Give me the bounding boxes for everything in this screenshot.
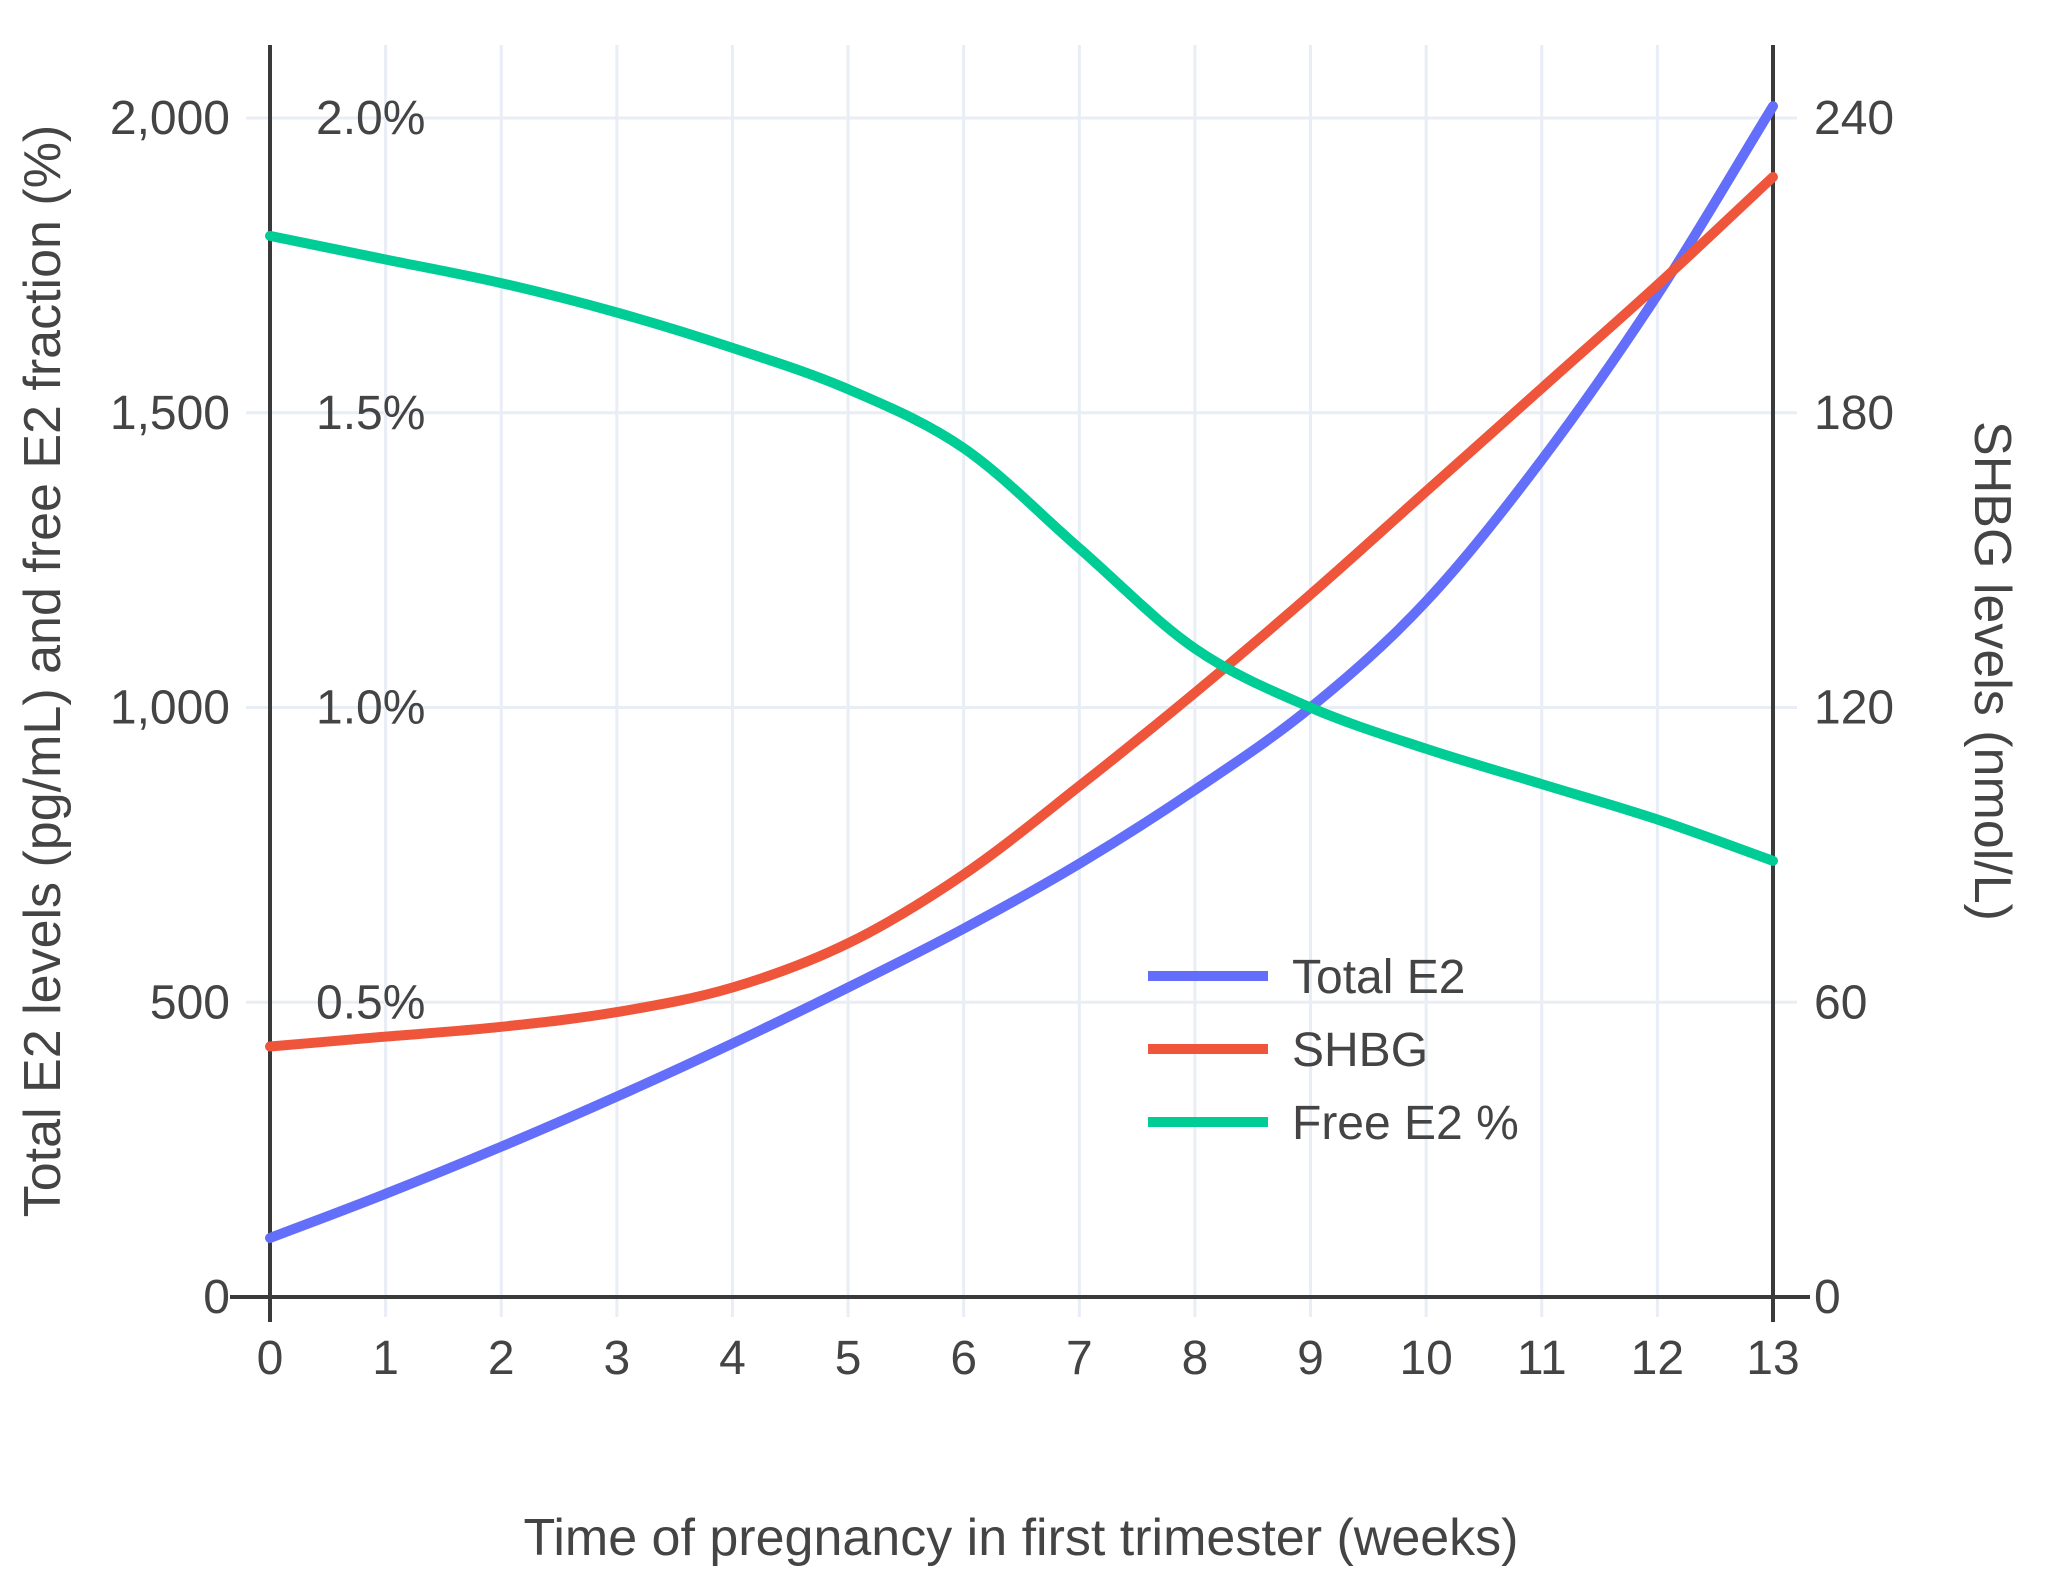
tick-label-right-60: 60 bbox=[1814, 976, 1867, 1029]
tick-label-right-0: 0 bbox=[1814, 1271, 1841, 1324]
x-tick-label-8: 8 bbox=[1182, 1332, 1209, 1385]
tick-label-left-0: 0 bbox=[203, 1271, 230, 1324]
x-tick-label-6: 6 bbox=[950, 1332, 977, 1385]
percent-label-0-5: 0.5% bbox=[316, 976, 425, 1029]
series-line-free-e2 bbox=[265, 230, 1778, 866]
percent-label-1-5: 1.5% bbox=[316, 387, 425, 440]
x-tick-label-7: 7 bbox=[1066, 1332, 1093, 1385]
legend-item-free-e2[interactable]: Free E2 % bbox=[1148, 1097, 1519, 1150]
percent-label-1-0: 1.0% bbox=[316, 682, 425, 735]
x-tick-label-2: 2 bbox=[488, 1332, 515, 1385]
gridlines bbox=[246, 45, 1797, 1317]
legend-item-total-e2[interactable]: Total E2 bbox=[1148, 951, 1465, 1004]
series-curves bbox=[265, 101, 1778, 1243]
y-axis-title-right: SHBG levels (nmol/L) bbox=[1963, 421, 2021, 921]
x-tick-label-10: 10 bbox=[1399, 1332, 1452, 1385]
tick-label-left-1-500: 1,500 bbox=[110, 387, 230, 440]
x-tick-label-3: 3 bbox=[603, 1332, 630, 1385]
series-line-total-e2 bbox=[265, 101, 1778, 1243]
x-tick-label-1: 1 bbox=[372, 1332, 399, 1385]
x-tick-label-13: 13 bbox=[1746, 1332, 1799, 1385]
x-tick-label-4: 4 bbox=[719, 1332, 746, 1385]
x-tick-label-9: 9 bbox=[1297, 1332, 1324, 1385]
legend: Total E2 SHBG Free E2 % bbox=[1148, 951, 1519, 1150]
legend-label-shbg: SHBG bbox=[1292, 1024, 1428, 1077]
tick-label-right-180: 180 bbox=[1814, 387, 1894, 440]
axis-spines bbox=[230, 45, 1810, 1322]
x-axis-title: Time of pregnancy in first trimester (we… bbox=[523, 1509, 1518, 1567]
x-tick-label-0: 0 bbox=[257, 1332, 284, 1385]
x-tick-label-5: 5 bbox=[835, 1332, 862, 1385]
legend-label-free-e2: Free E2 % bbox=[1292, 1097, 1519, 1150]
tick-label-right-120: 120 bbox=[1814, 682, 1894, 735]
x-tick-label-11: 11 bbox=[1517, 1332, 1567, 1385]
legend-label-total-e2: Total E2 bbox=[1292, 951, 1465, 1004]
tick-label-left-500: 500 bbox=[150, 976, 230, 1029]
tick-labels: 05001,0001,5002,0000.5%1.0%1.5%2.0%06012… bbox=[110, 92, 1894, 1385]
tick-label-left-1-000: 1,000 bbox=[110, 682, 230, 735]
tick-label-left-2-000: 2,000 bbox=[110, 92, 230, 145]
percent-label-2-0: 2.0% bbox=[316, 92, 425, 145]
x-tick-label-12: 12 bbox=[1631, 1332, 1684, 1385]
y-axis-title-left: Total E2 levels (pg/mL) and free E2 frac… bbox=[14, 125, 72, 1217]
tick-label-right-240: 240 bbox=[1814, 92, 1894, 145]
legend-item-shbg[interactable]: SHBG bbox=[1148, 1024, 1428, 1077]
series-line-shbg bbox=[265, 172, 1778, 1052]
